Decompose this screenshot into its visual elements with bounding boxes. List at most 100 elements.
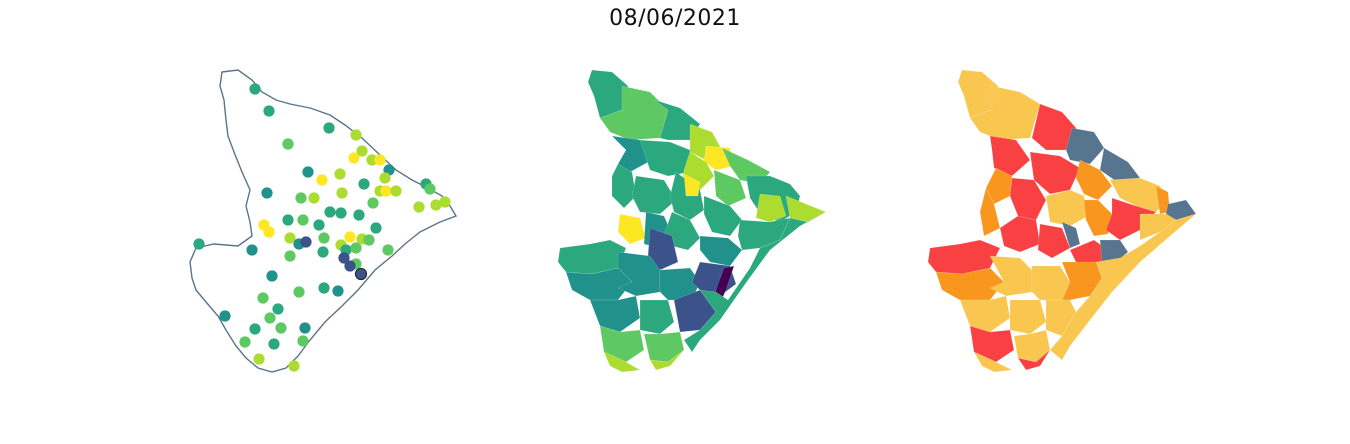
municipality-region: [1083, 199, 1113, 237]
municipality-region: [647, 227, 679, 271]
municipality-region: [755, 193, 787, 223]
station-point: [413, 201, 425, 213]
station-point: [358, 178, 370, 190]
station-point: [302, 166, 314, 178]
station-point: [318, 232, 330, 244]
municipality-region: [1105, 197, 1157, 241]
station-point: [323, 122, 335, 134]
station-point: [382, 244, 394, 256]
station-point: [282, 214, 294, 226]
municipality-region: [713, 169, 747, 207]
station-point: [261, 187, 273, 199]
station-point: [380, 185, 392, 197]
stations-map-panel: [189, 69, 458, 373]
station-point: [253, 353, 265, 365]
station-point: [390, 185, 402, 197]
municipality-region: [999, 215, 1041, 253]
municipality-region: [985, 167, 1013, 205]
municipality-region: [649, 349, 685, 371]
municipality-region: [1061, 221, 1081, 249]
station-point: [367, 197, 379, 209]
municipality-region: [973, 351, 1013, 373]
station-point: [370, 222, 382, 234]
station-point: [297, 335, 309, 347]
station-point: [336, 187, 348, 199]
municipality-region: [1065, 127, 1105, 165]
station-point: [338, 252, 350, 264]
station-point: [300, 236, 312, 248]
station-point: [266, 270, 278, 282]
station-point: [284, 232, 296, 244]
municipality-region: [1037, 223, 1071, 259]
municipality-region: [935, 267, 1005, 301]
station-point: [344, 231, 356, 243]
municipality-region: [1009, 299, 1047, 335]
station-point: [193, 238, 205, 250]
figure-title: 08/06/2021: [609, 6, 741, 31]
station-point: [257, 292, 269, 304]
station-point: [374, 154, 386, 166]
municipality-region: [643, 331, 685, 363]
municipality-region: [1045, 189, 1089, 227]
municipality-region: [989, 255, 1033, 297]
station-point: [334, 168, 346, 180]
station-point: [363, 234, 375, 246]
municipality-region: [737, 217, 791, 251]
categorical-choropleth-panel: [927, 69, 1197, 373]
municipality-region: [683, 173, 701, 197]
station-point: [424, 183, 436, 195]
municipality-region: [1049, 213, 1197, 361]
station-point: [335, 207, 347, 219]
station-point: [282, 138, 294, 150]
station-point: [288, 360, 300, 372]
station-point: [239, 336, 251, 348]
station-point: [317, 246, 329, 258]
station-point: [439, 196, 451, 208]
station-point: [350, 129, 362, 141]
municipality-region: [683, 211, 827, 353]
station-point: [324, 206, 336, 218]
station-point: [297, 214, 309, 226]
municipality-region: [959, 295, 1011, 333]
station-point: [430, 199, 442, 211]
station-point: [264, 312, 276, 324]
station-point: [249, 83, 261, 95]
station-point: [293, 286, 305, 298]
station-point: [263, 226, 275, 238]
station-point: [313, 219, 325, 231]
municipality-region: [654, 99, 701, 141]
station-point: [263, 105, 275, 117]
station-point: [332, 285, 344, 297]
station-point: [353, 209, 365, 221]
station-point: [219, 310, 231, 322]
municipality-region: [565, 267, 633, 301]
municipality-region: [785, 195, 827, 223]
station-point: [268, 338, 280, 350]
continuous-choropleth-panel: [557, 69, 827, 373]
station-point: [316, 174, 328, 186]
municipality-region: [979, 187, 1001, 237]
station-point: [275, 322, 287, 334]
station-point: [295, 192, 307, 204]
station-point: [366, 154, 378, 166]
municipality-region: [603, 351, 641, 373]
municipality-region: [611, 163, 637, 209]
station-point: [350, 242, 362, 254]
station-point: [249, 323, 261, 335]
municipality-region: [589, 295, 641, 333]
station-point: [354, 267, 368, 281]
station-point: [348, 152, 360, 164]
station-point: [272, 303, 284, 315]
station-point: [308, 192, 320, 204]
municipality-region: [699, 235, 743, 267]
municipality-region: [631, 175, 677, 215]
municipality-region: [1017, 349, 1051, 371]
municipality-region: [639, 299, 675, 335]
station-point: [246, 244, 258, 256]
municipality-region: [1045, 299, 1077, 337]
station-point: [379, 172, 391, 184]
station-point: [299, 322, 311, 334]
municipality-region: [703, 195, 743, 237]
station-point: [318, 282, 330, 294]
municipality-region: [639, 139, 691, 177]
